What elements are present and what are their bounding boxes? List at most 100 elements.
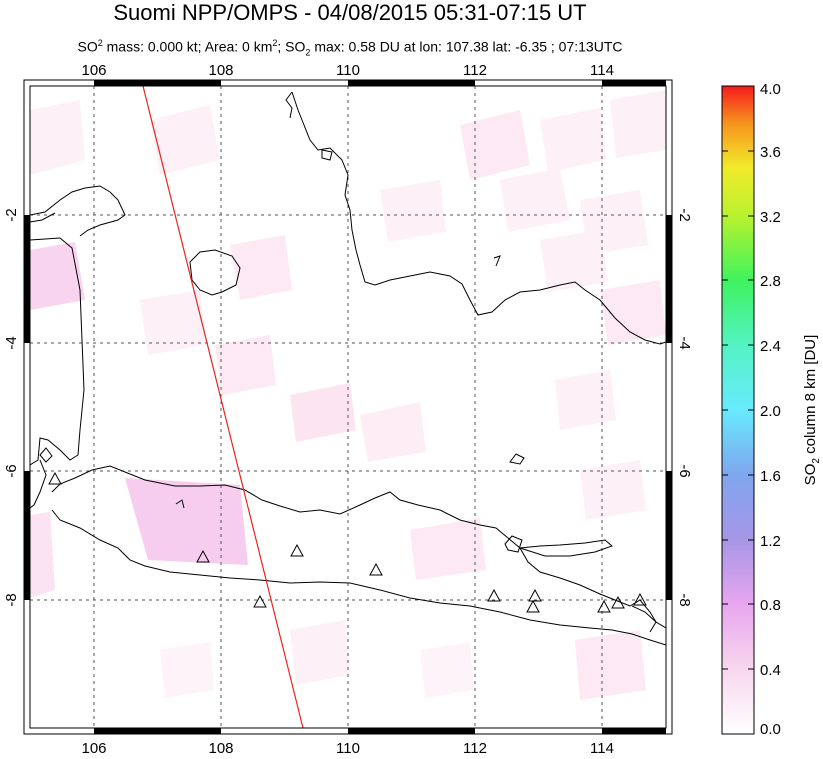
java-north-coast bbox=[51, 465, 509, 539]
so2-pixel bbox=[540, 230, 608, 292]
frame-bar-top bbox=[602, 80, 666, 86]
triangle-icon bbox=[611, 595, 625, 609]
island bbox=[493, 255, 501, 267]
island bbox=[39, 447, 53, 463]
borneo-north bbox=[285, 91, 293, 119]
so2-pixel bbox=[30, 100, 85, 175]
so2-pixel bbox=[540, 108, 606, 172]
triangle-icon bbox=[528, 588, 542, 602]
island bbox=[321, 149, 333, 161]
so2-pixel bbox=[215, 335, 276, 395]
frame-bar-right bbox=[666, 215, 672, 343]
frame-bar-left bbox=[24, 471, 30, 600]
so2-pixel bbox=[460, 110, 530, 180]
subtitle-sub: 2 bbox=[305, 47, 311, 58]
so2-pixel bbox=[610, 90, 666, 158]
colorbar-label: 2.4 bbox=[760, 338, 781, 355]
lat-label: -2 bbox=[3, 208, 20, 221]
lat-label: -6 bbox=[3, 464, 20, 477]
colorbar-label: 4.0 bbox=[760, 81, 781, 98]
colorbar-ticks bbox=[722, 150, 754, 670]
subtitle-sup: 2 bbox=[272, 38, 278, 48]
triangle-icon bbox=[597, 599, 611, 613]
lat-label: -2 bbox=[676, 208, 693, 221]
so2-pixel bbox=[30, 242, 85, 310]
triangle-icon bbox=[526, 599, 540, 613]
frame-bar-right bbox=[666, 471, 672, 600]
borneo-coast bbox=[291, 91, 666, 345]
frame-bar-top bbox=[94, 80, 221, 86]
subtitle-part: max: 0.58 DU at lon: 107.38 lat: -6.35 ;… bbox=[310, 38, 623, 55]
subtitle-part: mass: 0.000 kt; Area: 0 km bbox=[102, 38, 273, 55]
lon-label: 108 bbox=[208, 62, 233, 79]
triangle-icon bbox=[48, 471, 62, 485]
java-east-coast bbox=[507, 537, 666, 629]
colorbar-label: 2.8 bbox=[760, 273, 781, 290]
frame-bar-bottom bbox=[348, 728, 475, 734]
so2-pixel bbox=[160, 642, 214, 698]
colorbar-label: 0.8 bbox=[760, 597, 781, 614]
colorbar-title-part: SO bbox=[802, 464, 819, 486]
coastlines bbox=[30, 91, 666, 646]
bali-coast bbox=[631, 605, 657, 633]
bangka-coast bbox=[30, 212, 56, 223]
colorbar-label: 1.2 bbox=[760, 533, 781, 550]
colorbar-label: 3.6 bbox=[760, 144, 781, 161]
so2-pixel bbox=[575, 630, 646, 700]
sumatra-coast bbox=[30, 237, 85, 466]
lon-labels-bottom: 106 108 110 112 114 bbox=[81, 740, 613, 757]
lon-label: 108 bbox=[208, 740, 233, 757]
map-subtitle: SO2 mass: 0.000 kt; Area: 0 km2; SO2 max… bbox=[0, 34, 700, 61]
lon-label: 110 bbox=[336, 62, 360, 79]
so2-pixel bbox=[290, 383, 356, 442]
map-frame bbox=[23, 79, 673, 735]
triangle-icon bbox=[369, 562, 383, 576]
triangle-icon bbox=[290, 543, 304, 557]
so2-pixel bbox=[125, 478, 248, 565]
so2-pixels bbox=[30, 90, 666, 700]
island bbox=[509, 453, 525, 465]
so2-pixel bbox=[500, 168, 570, 232]
frame-bar-bottom bbox=[94, 728, 221, 734]
colorbar-label: 3.2 bbox=[760, 209, 781, 226]
lon-label: 110 bbox=[336, 740, 360, 757]
colorbar-title: SO2 column 8 km [DU] bbox=[802, 335, 822, 486]
so2-pixel bbox=[30, 512, 55, 598]
colorbar-label: 0.0 bbox=[760, 721, 781, 738]
so2-pixel bbox=[580, 460, 646, 520]
subtitle-sup: 2 bbox=[97, 38, 103, 48]
triangle-icon bbox=[487, 588, 501, 602]
colorbar-label: 2.0 bbox=[760, 403, 781, 420]
lat-labels-right: -2 -4 -6 -8 bbox=[676, 208, 693, 606]
triangle-icon bbox=[253, 594, 267, 608]
island bbox=[175, 499, 185, 509]
lon-label: 106 bbox=[81, 740, 106, 757]
map-title: Suomi NPP/OMPS - 04/08/2015 05:31-07:15 … bbox=[113, 0, 587, 25]
colorbar: 0.0 0.4 0.8 1.2 1.6 2.0 2.4 2.8 3.2 3.6 … bbox=[721, 81, 822, 738]
lon-label: 112 bbox=[463, 62, 487, 79]
sumatra-lampung bbox=[30, 459, 47, 509]
lon-labels-top: 106 108 110 112 114 bbox=[81, 62, 613, 79]
so2-pixel bbox=[380, 180, 446, 242]
subtitle-part: SO bbox=[77, 38, 98, 55]
colorbar-label: 1.6 bbox=[760, 468, 781, 485]
lon-label: 114 bbox=[590, 740, 614, 757]
volcano-markers bbox=[48, 471, 647, 613]
lon-label: 112 bbox=[463, 740, 487, 757]
so2-pixel bbox=[230, 235, 292, 300]
so2-pixel bbox=[290, 620, 350, 685]
belitung-coast bbox=[189, 249, 241, 296]
colorbar-label: 0.4 bbox=[760, 662, 781, 679]
triangle-icon bbox=[633, 592, 647, 606]
colorbar-title-sub: 2 bbox=[811, 458, 822, 464]
java-south-coast bbox=[51, 509, 666, 646]
sumatra-east-coast bbox=[30, 185, 126, 237]
frame-bar-bottom bbox=[602, 728, 666, 734]
colorbar-labels: 0.0 0.4 0.8 1.2 1.6 2.0 2.4 2.8 3.2 3.6 … bbox=[760, 81, 781, 738]
so2-pixel bbox=[410, 518, 486, 580]
frame-bar-top bbox=[348, 80, 475, 86]
lat-label: -6 bbox=[676, 464, 693, 477]
so2-pixel bbox=[150, 105, 220, 175]
island bbox=[504, 535, 523, 553]
